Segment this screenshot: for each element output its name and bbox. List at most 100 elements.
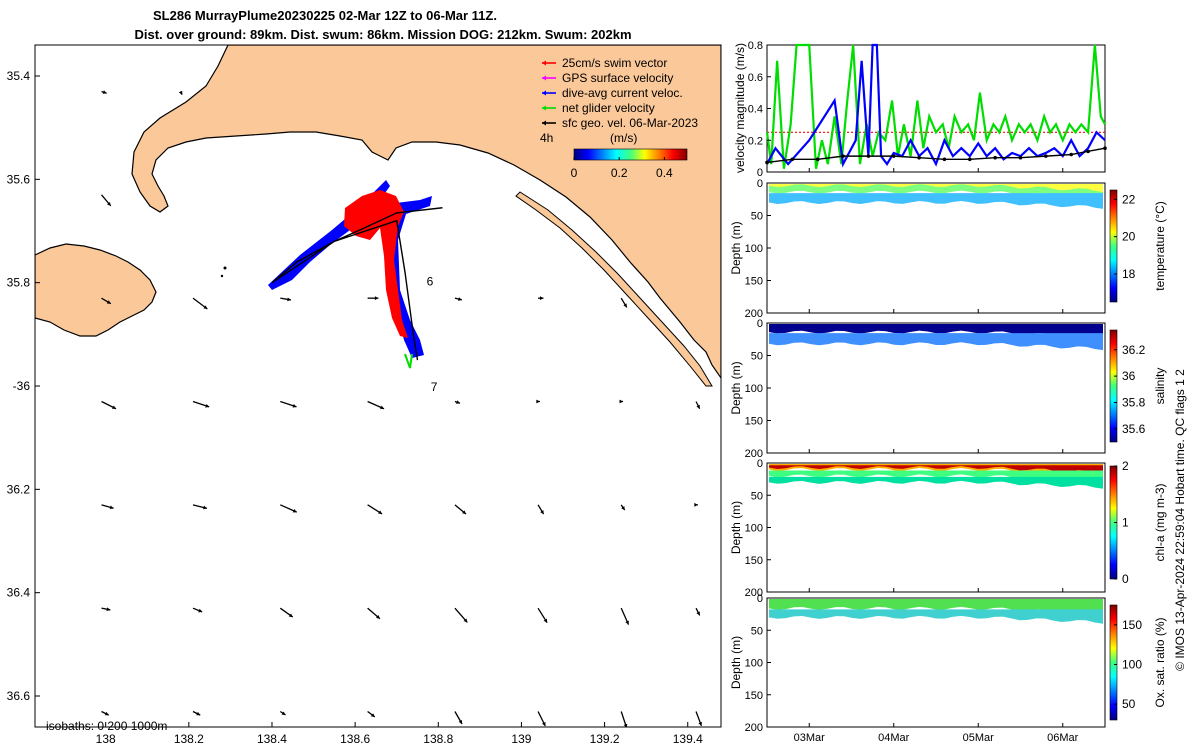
- net-velocity-mark: [404, 353, 413, 369]
- speed-colorbar-tick-label: 0.4: [656, 166, 673, 180]
- time-tick-label: 04Mar: [878, 732, 910, 744]
- legend-item: dive-avg current veloc.: [542, 86, 683, 100]
- current-vector: [695, 711, 703, 727]
- time-axis: 03Mar 04Mar 05Mar 06Mar: [794, 732, 1079, 744]
- section-colorbar-tick-label: 150: [1122, 618, 1142, 632]
- velocity-y-tick-label: 0.4: [748, 104, 763, 116]
- section-layer: [769, 476, 1103, 489]
- section-depth-tick-label: 100: [745, 243, 763, 255]
- map-x-tick-label: 138.6: [340, 732, 370, 746]
- legend-label: sfc geo. vel. 06-Mar-2023: [562, 116, 698, 130]
- section-colorbar: [1109, 189, 1118, 303]
- section-depth-tick-label: 50: [751, 351, 763, 363]
- section-frame: [766, 597, 1106, 728]
- island-land: [35, 243, 157, 337]
- geo-vel-point: [917, 155, 921, 160]
- map-x-tick-label: 138.4: [257, 732, 287, 746]
- swim-vector-swath: [344, 190, 408, 338]
- section-colorbar-tick-label: 1: [1122, 516, 1129, 530]
- legend-item: net glider velocity: [542, 101, 655, 115]
- section-layer: [769, 184, 1103, 192]
- map-y-axis: 35.4 35.6 35.8 -36 36.2 36.4 36.6: [7, 69, 40, 703]
- current-vector: [538, 296, 544, 301]
- geo-vel-point: [866, 154, 871, 158]
- map-x-axis: 138 138.2 138.4 138.6 138.8 139 139.2 139.4: [96, 722, 703, 746]
- section-colorbar-label: temperature (°C): [1153, 201, 1167, 291]
- time-tick-label: 05Mar: [963, 732, 995, 744]
- geo-vel-point: [841, 154, 845, 158]
- geo-vel-point: [968, 157, 972, 162]
- section-3: 0 50 100 150 200 Depth (m) 0 1 2 chl-a (mg m-3): [729, 458, 1167, 599]
- velocity-y-tick-label: 0.2: [748, 135, 763, 147]
- section-layer: [769, 470, 1103, 483]
- section-depth-tick-label: 150: [745, 276, 763, 288]
- current-vector: [101, 297, 112, 305]
- current-vector: [101, 400, 117, 410]
- colorbar-units: (m/s): [610, 131, 637, 145]
- section-depth-tick-label: 0: [757, 178, 763, 190]
- section-depth-tick-label: 0: [757, 458, 763, 470]
- legend-4h-label: 4h: [540, 131, 553, 145]
- islet: [220, 274, 224, 278]
- section-colorbar-tick-label: 2: [1122, 459, 1129, 473]
- current-vector: [536, 399, 540, 404]
- current-vector: [192, 400, 210, 408]
- current-vector: [280, 297, 292, 302]
- credit-text: © IMOS 13-Apr-2024 22:59:04 Hobart time.…: [1173, 369, 1187, 671]
- section-layer: [769, 333, 1103, 351]
- map-y-tick-label: 36.6: [7, 689, 31, 703]
- section-ylabel: Depth (m): [729, 361, 743, 414]
- section-colorbar-tick-label: 18: [1122, 267, 1136, 281]
- section-depth-tick-label: 200: [745, 587, 763, 599]
- map-x-tick-label: 139: [511, 732, 531, 746]
- geo-vel-point: [891, 154, 896, 158]
- mainland-land: [131, 45, 721, 380]
- current-vector: [192, 710, 201, 716]
- current-vector: [537, 607, 548, 624]
- section-depth-tick-label: 50: [751, 490, 763, 502]
- legend-item: GPS surface velocity: [542, 71, 673, 85]
- section-frame: [766, 182, 1106, 314]
- section-depth-tick-label: 50: [751, 625, 763, 637]
- section-colorbar-tick-label: 35.6: [1122, 422, 1146, 436]
- section-depth-tick-label: 150: [745, 690, 763, 702]
- current-vector: [178, 90, 183, 96]
- velocity-series-dive-avg-current-veloc-: [766, 43, 1106, 168]
- map-y-tick-label: 36.2: [7, 482, 31, 496]
- current-vector: [192, 297, 208, 310]
- velocity-y-axis: 0 0.2 0.4 0.6 0.8: [748, 40, 771, 179]
- velocity-y-tick-label: 0: [757, 167, 763, 179]
- map-x-tick-label: 138: [96, 732, 116, 746]
- current-vector: [101, 710, 110, 716]
- current-vector: [367, 400, 385, 410]
- section-depth-tick-label: 100: [745, 658, 763, 670]
- geo-vel-point: [942, 157, 947, 162]
- map-y-tick-label: 35.4: [7, 69, 31, 83]
- velocity-ylabel: velocity magnitude (m/s): [733, 43, 747, 173]
- current-vector: [101, 504, 114, 510]
- time-tick-label: 03Mar: [794, 732, 826, 744]
- section-ylabel: Depth (m): [729, 636, 743, 689]
- geo-vel-point: [1103, 146, 1107, 150]
- islet: [223, 266, 227, 270]
- track-day-label-7: 7: [431, 380, 438, 394]
- current-vector: [454, 297, 463, 301]
- current-vector: [620, 607, 630, 625]
- speed-colorbar-ticks: 0 0.2 0.4: [571, 157, 673, 180]
- velocity-series-sfc-geo-vel-: [765, 146, 1107, 165]
- map-y-tick-label: 36.4: [7, 586, 31, 600]
- geo-vel-point: [815, 157, 820, 162]
- section-colorbar-label: chl-a (mg m-3): [1153, 483, 1167, 561]
- velocity-y-tick-label: 0.6: [748, 72, 763, 84]
- geo-vel-point: [790, 157, 795, 162]
- current-vector: [101, 607, 111, 612]
- geo-vel-point: [1044, 154, 1048, 158]
- map-y-tick-label: 35.8: [7, 276, 31, 290]
- map-y-tick-label: -36: [13, 379, 31, 393]
- section-colorbar-tick-label: 22: [1122, 192, 1136, 206]
- section-1: 0 50 100 150 200 Depth (m) 18 20 22 temperature (…: [729, 178, 1167, 320]
- speed-colorbar: [573, 148, 688, 161]
- current-vector: [695, 401, 701, 410]
